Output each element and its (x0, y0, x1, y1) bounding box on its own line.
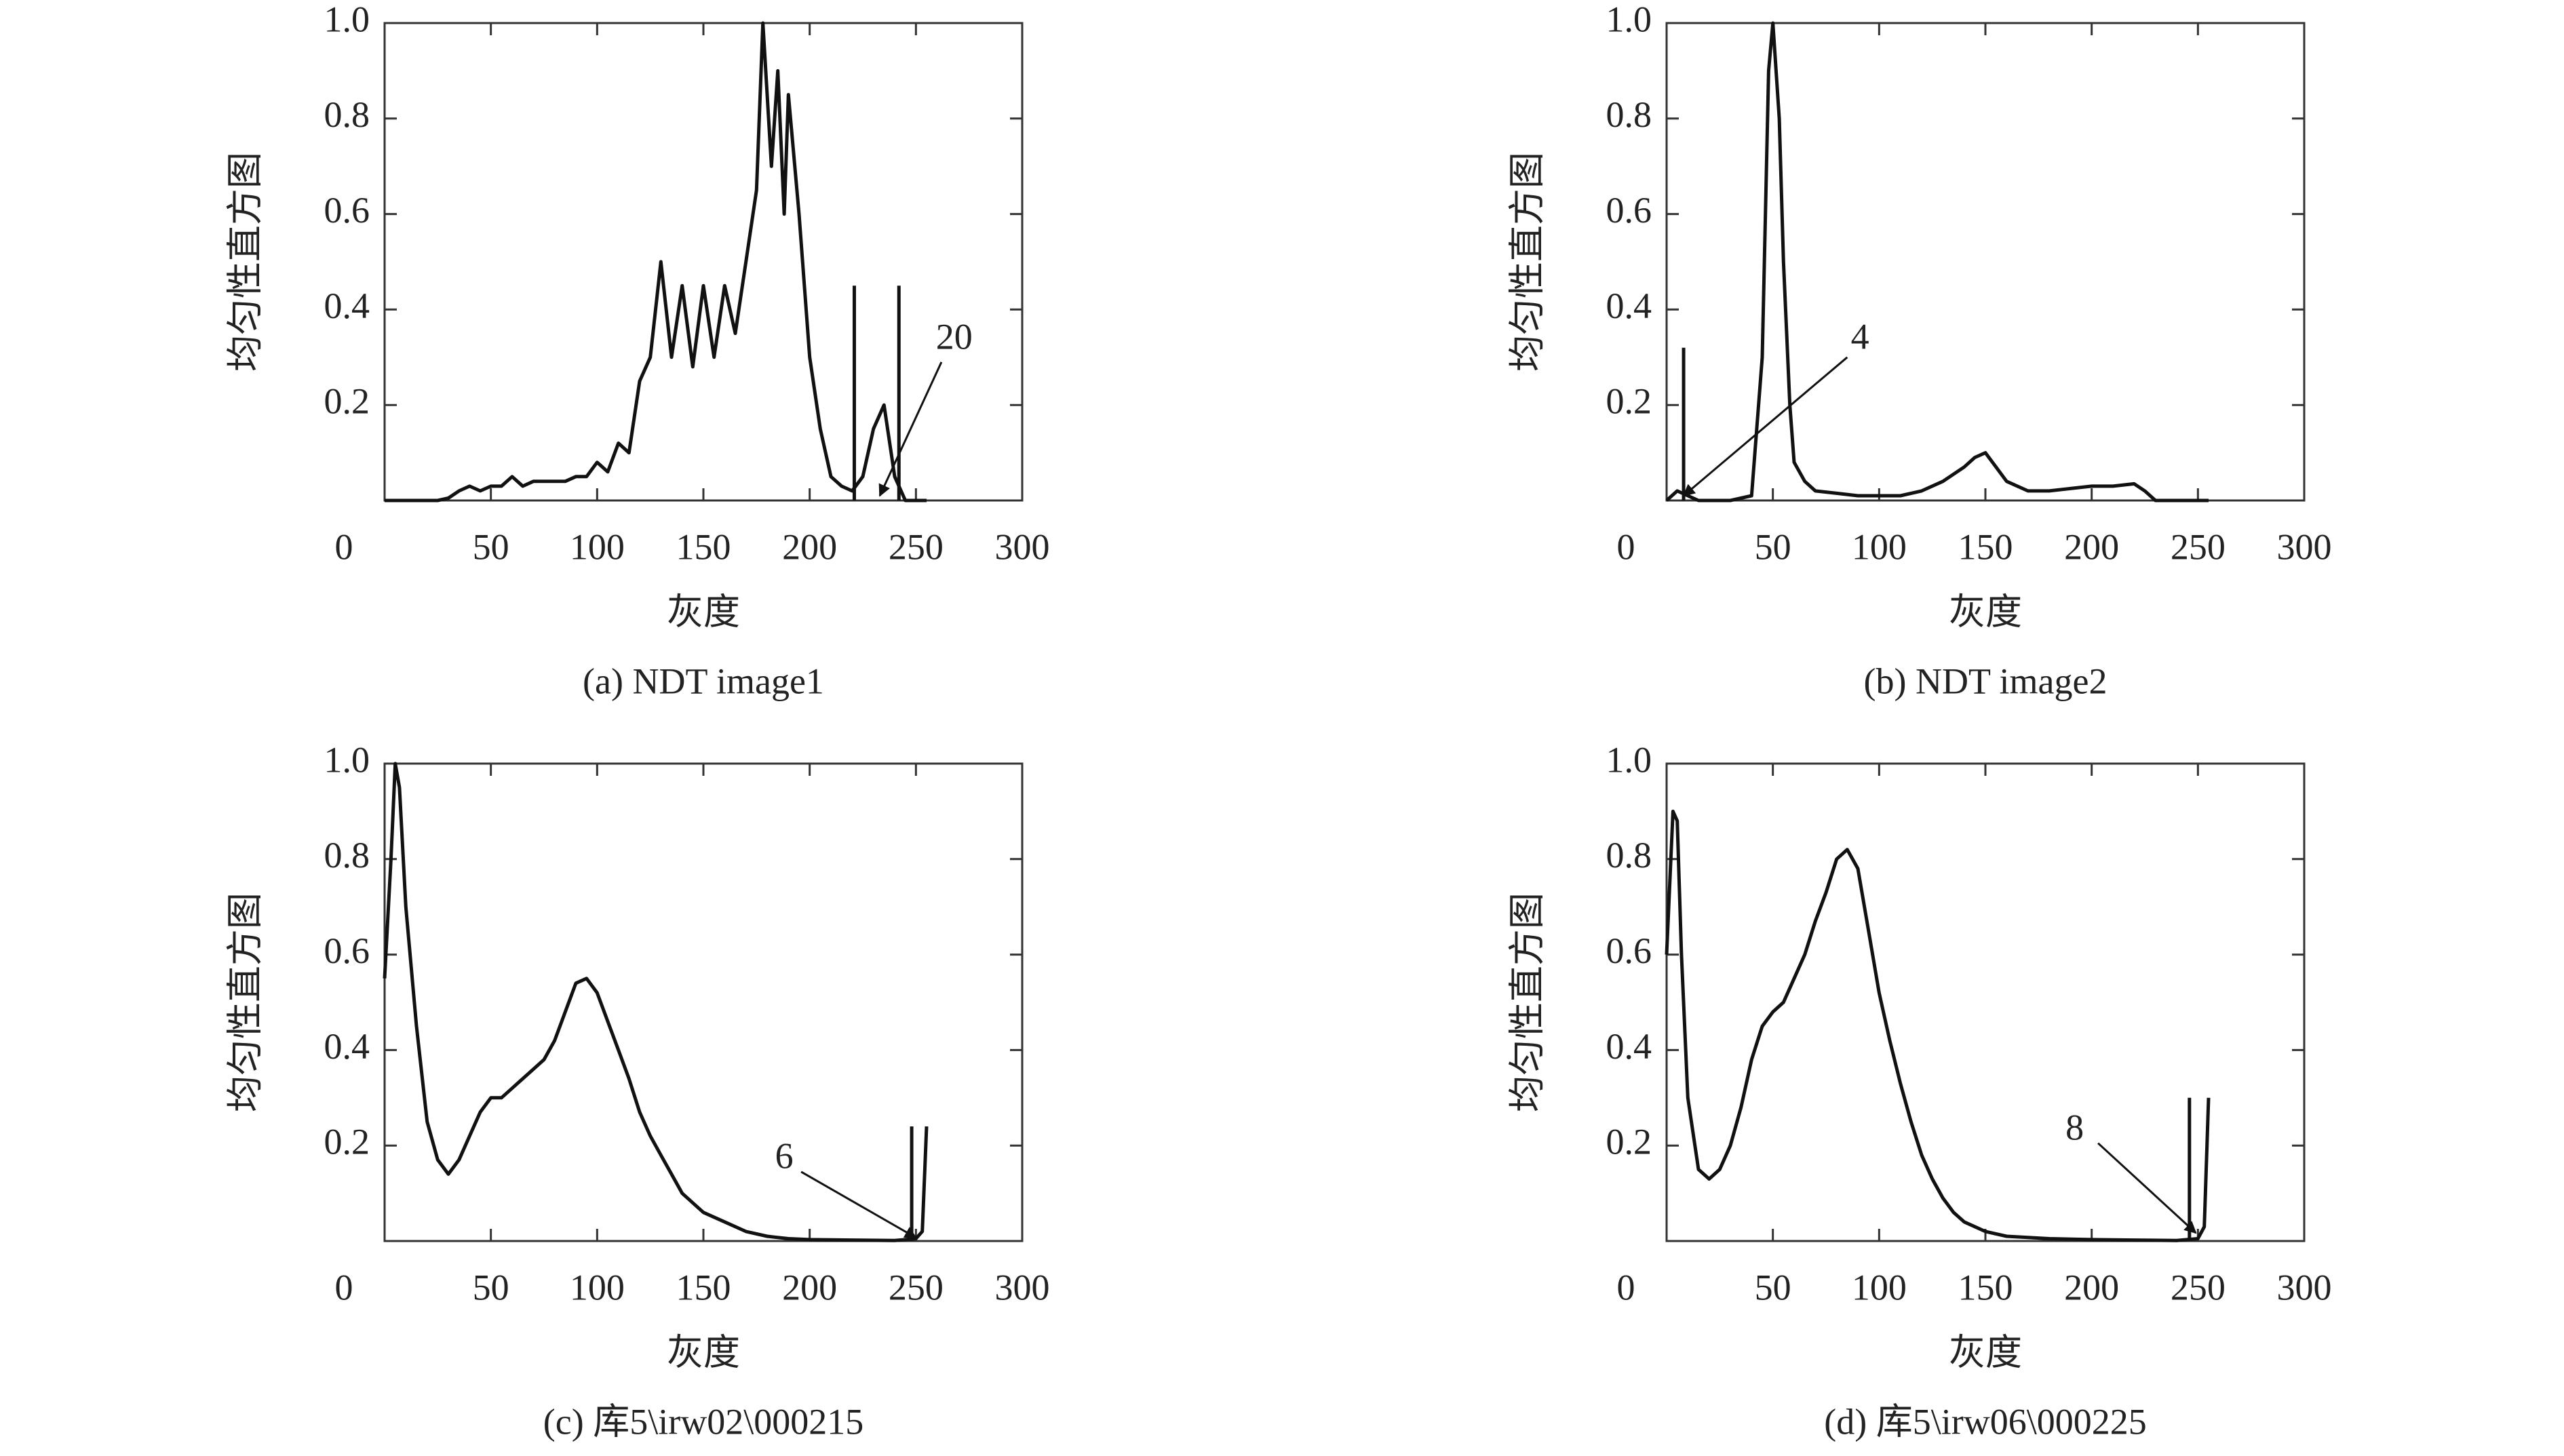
annotation: 8 (2065, 1107, 2084, 1147)
x-tick-label: 100 (1852, 1267, 1907, 1307)
annotation: 4 (1851, 317, 1869, 357)
x-tick-label: 100 (1852, 526, 1907, 567)
chart-panel: 0.2 0.4 0.6 0.8 1.0 0 50 100 150 200 250 300 灰度 (d) 库… (1507, 739, 2331, 1442)
annotation-arrow (800, 1170, 917, 1239)
y-tick-label: 1.0 (324, 0, 370, 39)
x-tick-label: 150 (1958, 526, 2013, 567)
plot-frame (383, 762, 1024, 1242)
x-tick-label: 0 (1617, 526, 1635, 567)
x-tick-label: 150 (676, 1267, 731, 1307)
y-tick-label: 0.2 (1606, 381, 1652, 422)
annotation: 6 (775, 1136, 794, 1177)
x-tick-label: 0 (335, 1267, 353, 1307)
x-tick-label: 300 (995, 1267, 1050, 1307)
x-tick-label: 250 (889, 526, 944, 567)
x-tick-label: 300 (2277, 526, 2332, 567)
y-tick-label: 0.8 (324, 94, 370, 135)
x-tick-label: 300 (2277, 1267, 2332, 1307)
chart-panel: 0.2 0.4 0.6 0.8 1.0 0 50 100 150 200 250 300 灰度 (c) 库… (225, 739, 1049, 1442)
x-tick-label: 150 (676, 526, 731, 567)
x-tick-label: 50 (1755, 1267, 1791, 1307)
x-tick-label: 100 (570, 1267, 625, 1307)
y-tick-label: 0.8 (324, 835, 370, 875)
y-tick-label: 0.4 (324, 286, 370, 326)
y-tick-label: 0.2 (324, 1122, 370, 1162)
plot-frame (383, 22, 1024, 502)
x-axis-label: 灰度 (1949, 1332, 2022, 1373)
x-tick-label: 250 (889, 1267, 944, 1307)
y-tick-label: 0.6 (1606, 190, 1652, 231)
annotation-arrow (878, 361, 943, 497)
x-tick-label: 50 (473, 526, 509, 567)
x-axis-label: 灰度 (667, 591, 740, 632)
chart-panel: 0.2 0.4 0.6 0.8 1.0 0 50 100 150 200 250 300 灰度 (a) N… (225, 0, 1049, 701)
y-axis-label: 均匀性直方图 (225, 892, 265, 1112)
y-tick-label: 0.6 (1606, 930, 1652, 971)
y-tick-label: 0.4 (324, 1026, 370, 1067)
annotation-arrow (2097, 1142, 2197, 1234)
x-axis-label: 灰度 (667, 1332, 740, 1373)
y-tick-label: 0.8 (1606, 835, 1652, 875)
caption: (d) 库5\irw06\000225 (1824, 1401, 2146, 1442)
y-tick-label: 0.8 (1606, 94, 1652, 135)
x-tick-label: 50 (473, 1267, 509, 1307)
y-tick-label: 1.0 (1606, 0, 1652, 39)
x-tick-label: 200 (782, 1267, 837, 1307)
y-tick-label: 0.2 (1606, 1122, 1652, 1162)
y-tick-label: 1.0 (1606, 739, 1652, 780)
caption: (a) NDT image1 (583, 661, 824, 701)
x-tick-label: 250 (2171, 1267, 2226, 1307)
y-tick-label: 0.6 (324, 190, 370, 231)
y-tick-label: 1.0 (324, 739, 370, 780)
data-line (385, 21, 927, 503)
y-axis-label: 均匀性直方图 (1507, 152, 1547, 372)
data-line (1665, 809, 2211, 1242)
annotation-arrow (1682, 356, 1848, 497)
chart-panel: 0.2 0.4 0.6 0.8 1.0 0 50 100 150 200 250 300 灰度 (b) N… (1507, 0, 2331, 701)
y-tick-label: 0.2 (324, 381, 370, 422)
plot-frame (1665, 762, 2306, 1242)
y-axis-label: 均匀性直方图 (1507, 892, 1547, 1112)
y-tick-label: 0.4 (1606, 286, 1652, 326)
caption: (c) 库5\irw02\000215 (543, 1401, 863, 1442)
x-tick-label: 200 (2064, 1267, 2119, 1307)
y-tick-label: 0.4 (1606, 1026, 1652, 1067)
x-tick-label: 200 (2064, 526, 2119, 567)
data-line (1665, 21, 2209, 503)
data-line (383, 762, 929, 1242)
x-axis-label: 灰度 (1949, 591, 2022, 632)
x-tick-label: 0 (335, 526, 353, 567)
x-tick-label: 200 (782, 526, 837, 567)
y-axis-label: 均匀性直方图 (225, 152, 265, 372)
x-tick-label: 100 (570, 526, 625, 567)
x-tick-label: 150 (1958, 1267, 2013, 1307)
caption: (b) NDT image2 (1864, 661, 2107, 701)
x-tick-label: 0 (1617, 1267, 1635, 1307)
annotation: 20 (936, 317, 973, 357)
y-tick-label: 0.6 (324, 930, 370, 971)
x-tick-label: 250 (2171, 526, 2226, 567)
x-tick-label: 300 (995, 526, 1050, 567)
x-tick-label: 50 (1755, 526, 1791, 567)
